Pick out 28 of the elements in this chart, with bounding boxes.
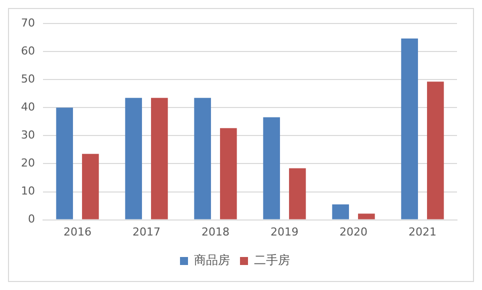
y-tick-label: 20: [20, 156, 35, 170]
y-tick-label: 50: [20, 72, 35, 86]
y-tick-label: 70: [20, 16, 35, 30]
x-tick-label: 2017: [132, 225, 160, 238]
x-tick-label: 2020: [340, 225, 368, 238]
x-tick-label: 2016: [63, 225, 92, 238]
y-tick-label: 0: [28, 212, 35, 226]
bar: [263, 117, 280, 220]
bar: [125, 98, 142, 220]
legend-label: 二手房: [254, 253, 290, 268]
y-tick-label: 10: [20, 184, 35, 198]
y-tick-label: 60: [20, 44, 35, 58]
bar: [358, 214, 375, 220]
bar: [289, 168, 306, 220]
x-tick-label: 2019: [270, 225, 298, 238]
legend-label: 商品房: [194, 253, 230, 268]
bar: [56, 108, 73, 220]
x-tick-label: 2021: [408, 225, 436, 238]
y-tick-label: 30: [20, 128, 35, 142]
bar: [82, 154, 99, 220]
bar: [220, 128, 237, 220]
bar: [151, 98, 168, 220]
bar: [401, 38, 418, 220]
bar: [332, 204, 349, 220]
x-tick-label: 2018: [202, 225, 230, 238]
y-tick-label: 40: [20, 100, 35, 114]
bar: [427, 82, 444, 220]
bar: [194, 98, 211, 220]
